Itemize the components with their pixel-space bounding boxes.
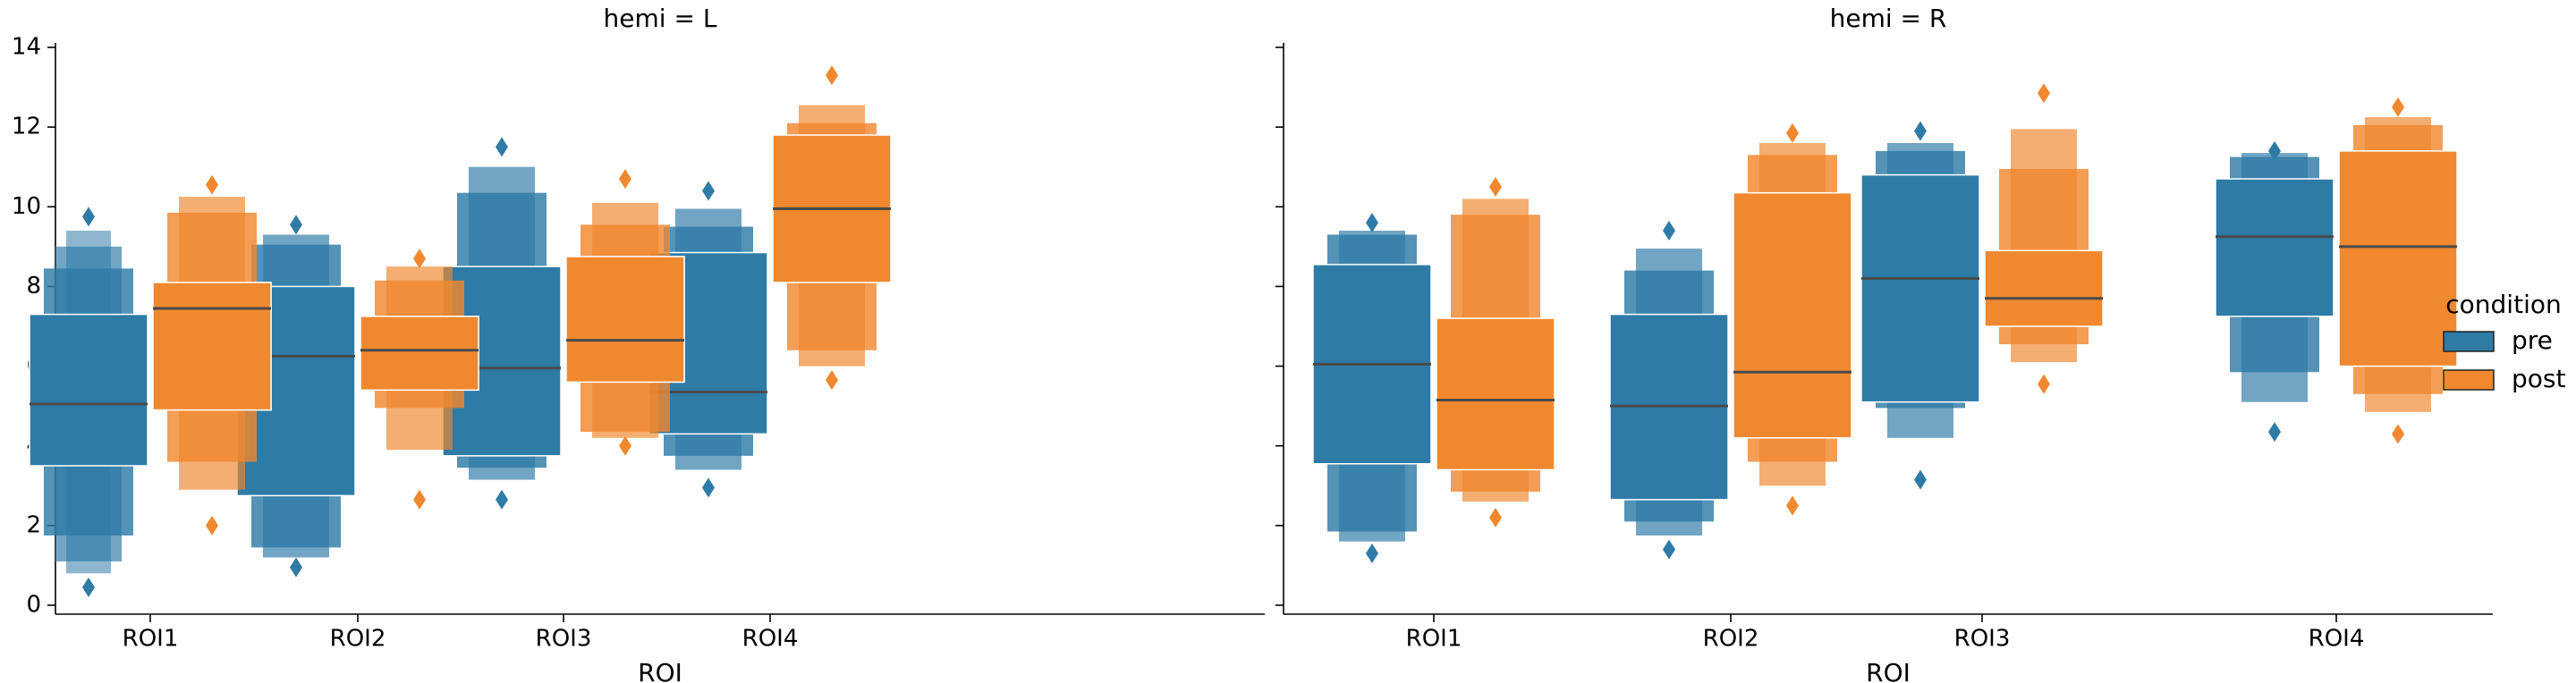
outlier-point bbox=[1914, 121, 1927, 141]
y-tick-label: 14 bbox=[12, 34, 41, 61]
x-tick-label: ROI4 bbox=[742, 626, 799, 653]
outlier-point bbox=[82, 207, 95, 227]
y-tick-label: 8 bbox=[26, 273, 41, 299]
outlier-point bbox=[1663, 539, 1675, 560]
box-pre-roi3 bbox=[1860, 173, 1980, 403]
outlier-point bbox=[82, 577, 95, 597]
outlier-point bbox=[1786, 122, 1799, 143]
facet-title: hemi = R bbox=[1830, 4, 1947, 33]
outlier-point bbox=[496, 489, 508, 510]
x-tick-label: ROI3 bbox=[536, 626, 592, 653]
outlier-point bbox=[619, 435, 631, 456]
box-pre-roi4 bbox=[2215, 178, 2334, 317]
box-post-roi3 bbox=[565, 256, 685, 384]
outlier-point bbox=[290, 557, 302, 578]
x-axis-label: ROI bbox=[638, 658, 682, 683]
y-tick-label: 12 bbox=[12, 114, 41, 140]
outlier-point bbox=[206, 174, 218, 195]
outlier-point bbox=[1366, 213, 1378, 233]
box-post-roi1 bbox=[1436, 317, 1555, 471]
outlier-point bbox=[1914, 469, 1927, 490]
box-post-roi2 bbox=[1733, 191, 1852, 439]
x-tick-label: ROI4 bbox=[2309, 626, 2365, 653]
outlier-point bbox=[619, 169, 631, 190]
outlier-point bbox=[1366, 544, 1378, 564]
legend-swatch-pre bbox=[2443, 331, 2495, 352]
x-tick-label: ROI2 bbox=[1703, 626, 1759, 653]
box-post-roi1 bbox=[152, 282, 272, 411]
outlier-point bbox=[413, 489, 426, 510]
outlier-point bbox=[826, 370, 838, 391]
y-tick-label: 10 bbox=[12, 193, 41, 220]
outlier-point bbox=[206, 515, 218, 535]
box-level-post-roi3 bbox=[2011, 129, 2077, 363]
outlier-point bbox=[2392, 424, 2404, 444]
box-post-roi4 bbox=[2338, 150, 2458, 367]
y-tick-label: 0 bbox=[26, 592, 41, 619]
legend-label-post: post bbox=[2512, 364, 2565, 393]
outlier-point bbox=[2268, 422, 2281, 443]
legend-title: condition bbox=[2445, 290, 2561, 319]
box-pre-roi1 bbox=[29, 313, 148, 467]
x-axis-label: ROI bbox=[1866, 658, 1911, 683]
outlier-point bbox=[2038, 83, 2050, 104]
x-tick-label: ROI1 bbox=[123, 626, 179, 653]
y-tick-label: 2 bbox=[26, 511, 41, 538]
box-post-roi3 bbox=[1984, 249, 2104, 327]
box-post-roi2 bbox=[360, 316, 479, 392]
outlier-point bbox=[826, 65, 838, 86]
x-tick-label: ROI1 bbox=[1406, 626, 1462, 653]
outlier-point bbox=[496, 137, 508, 157]
outlier-point bbox=[702, 181, 715, 201]
legend-swatch-post bbox=[2443, 369, 2495, 391]
outlier-point bbox=[1489, 177, 1502, 197]
outlier-point bbox=[2268, 140, 2281, 161]
outlier-point bbox=[413, 249, 426, 269]
outlier-point bbox=[702, 477, 715, 498]
x-tick-label: ROI3 bbox=[1954, 626, 2011, 653]
outlier-point bbox=[2038, 374, 2050, 394]
outlier-point bbox=[1489, 507, 1502, 527]
outlier-point bbox=[1786, 495, 1799, 516]
outlier-point bbox=[2392, 97, 2404, 117]
facet-title: hemi = L bbox=[604, 4, 717, 33]
legend-label-pre: pre bbox=[2512, 325, 2553, 355]
x-tick-label: ROI2 bbox=[330, 626, 386, 653]
outlier-point bbox=[290, 215, 302, 235]
outlier-point bbox=[1663, 221, 1675, 241]
